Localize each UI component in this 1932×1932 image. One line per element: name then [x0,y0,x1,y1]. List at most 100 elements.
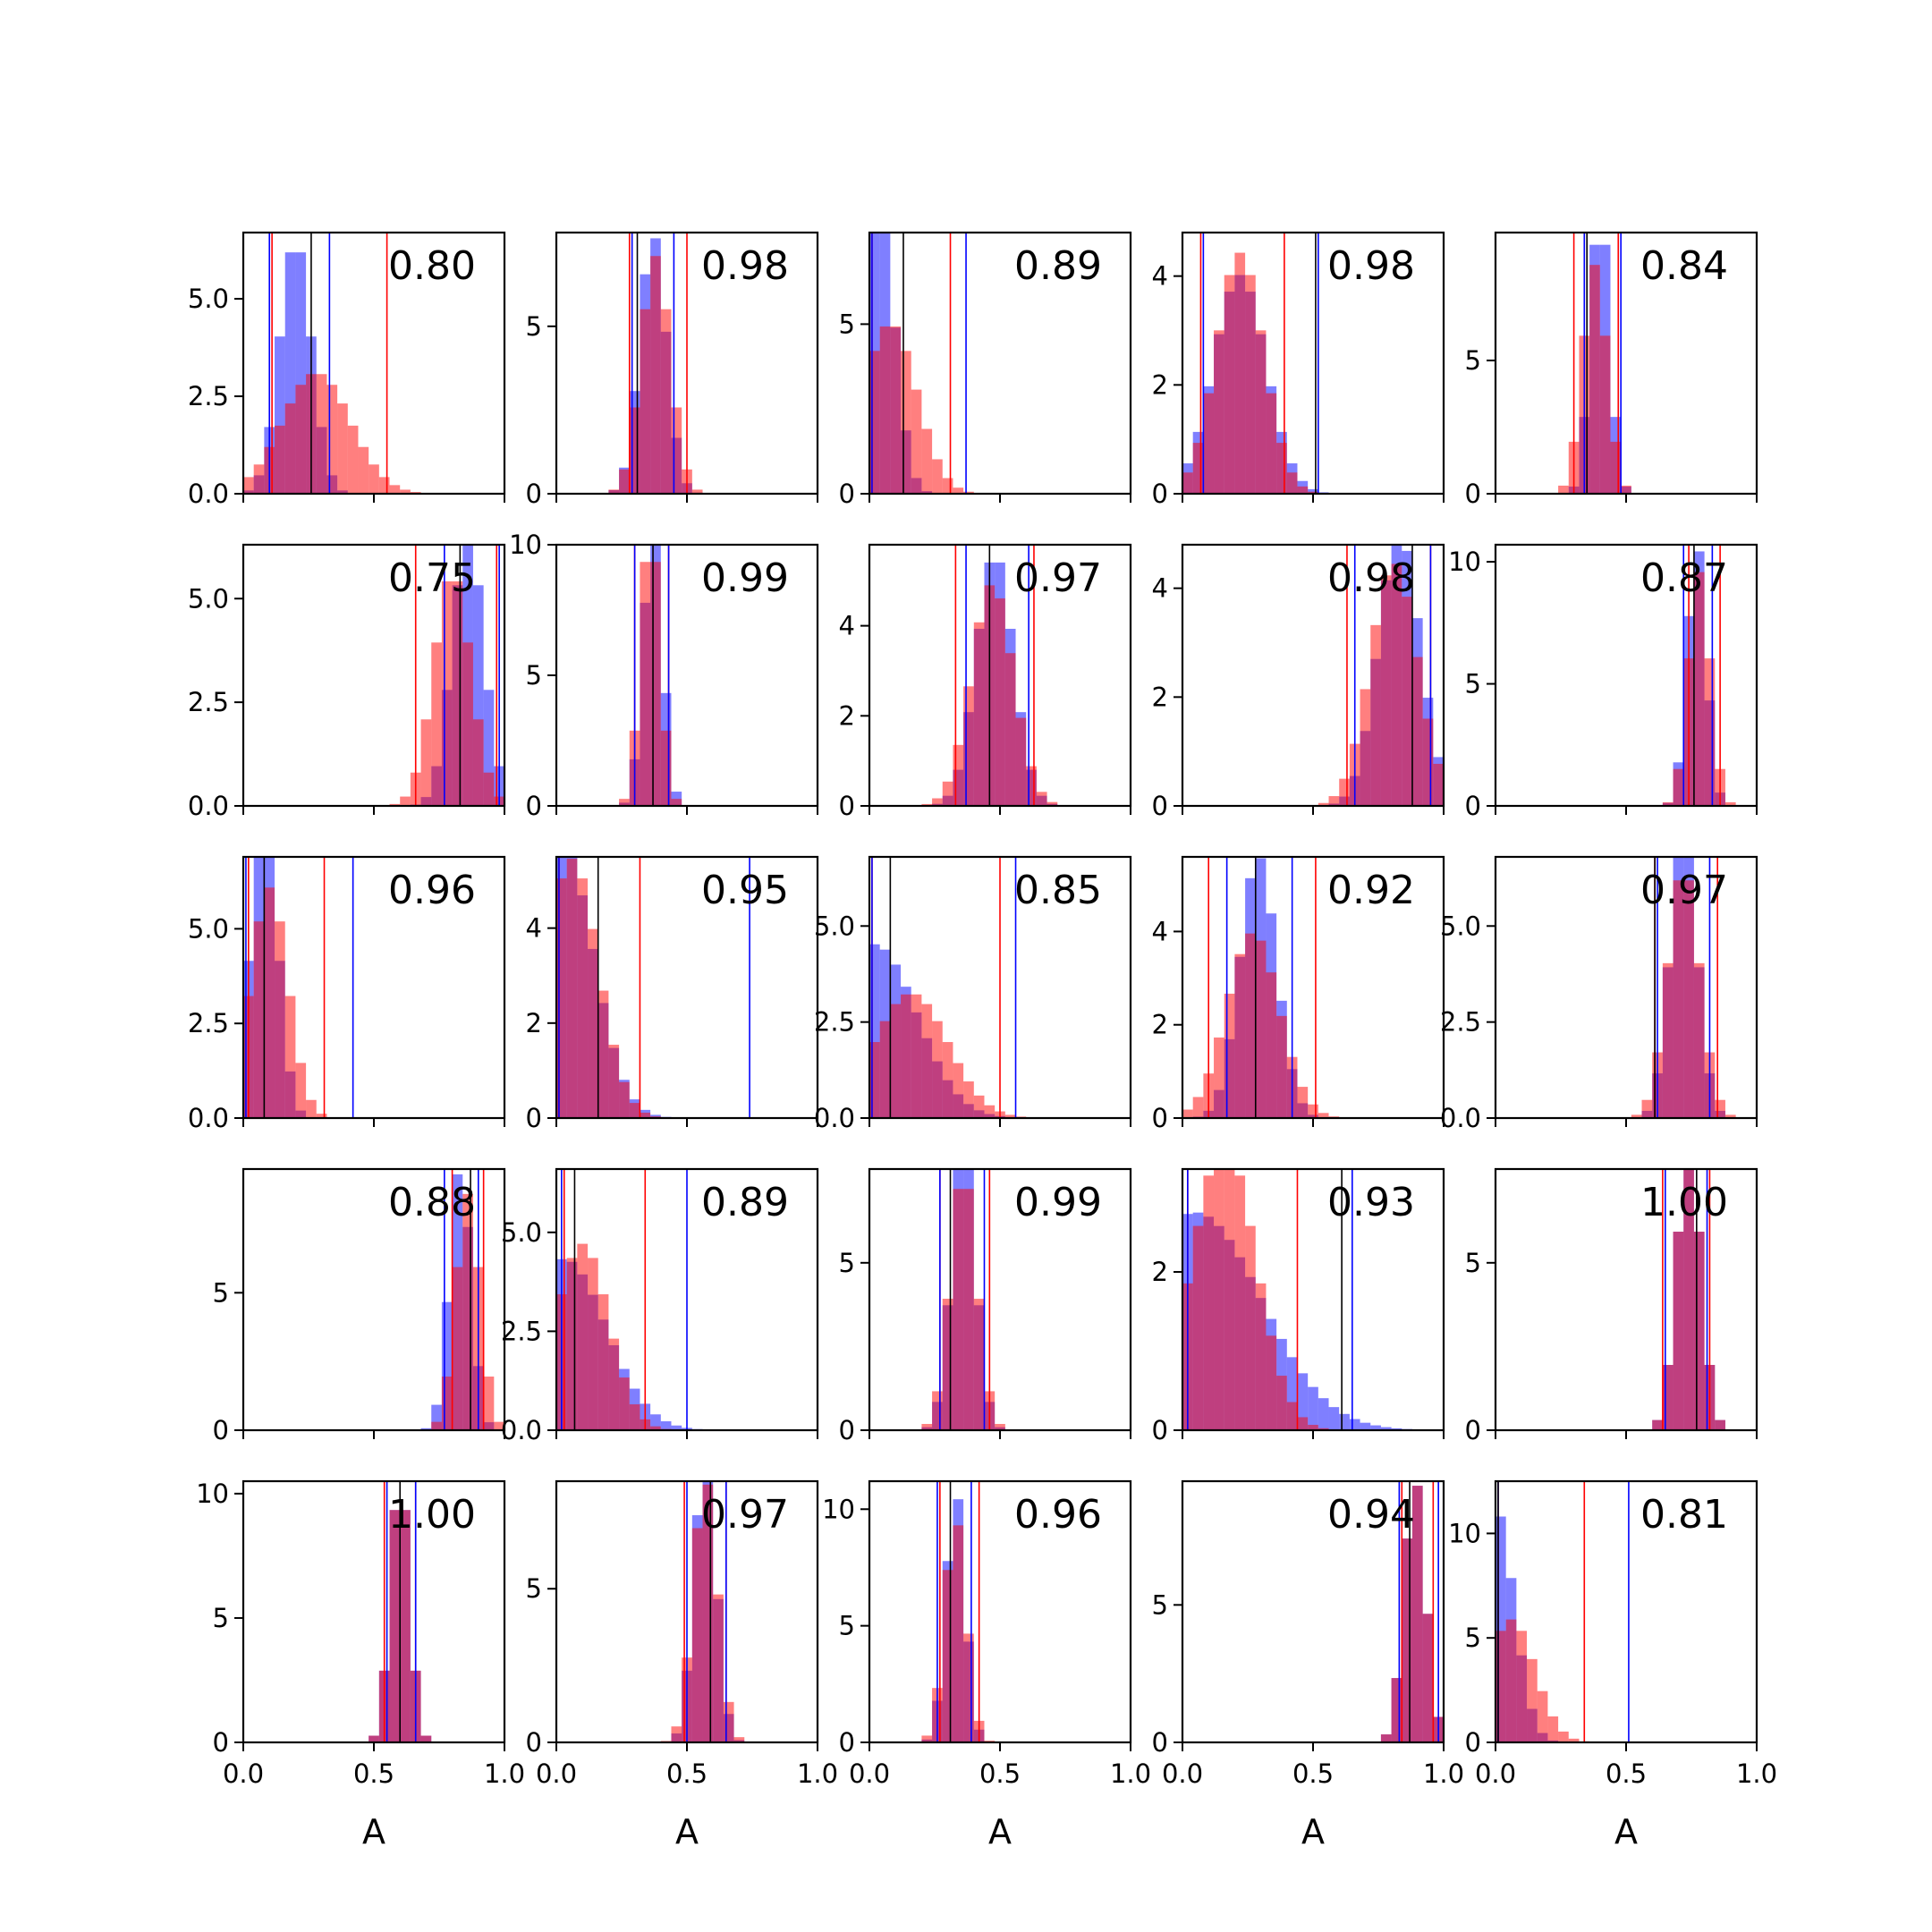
histogram-bar-red [995,598,1005,806]
y-tick-label: 2 [1152,682,1168,712]
y-tick-label: 4 [526,913,542,944]
histogram-bar-red [1192,1097,1204,1118]
histogram-bar-red [973,1299,985,1430]
histogram-bar-red [1318,1113,1329,1118]
histogram-bar-red [890,326,902,494]
histogram-bar-red [660,309,672,494]
histogram-bar-red [1673,1232,1684,1430]
histogram-bar-red [1297,1087,1309,1118]
panel-value-label: 0.85 [1014,868,1102,913]
histogram-bar-red [671,407,682,494]
histogram-bar-red [921,1423,933,1430]
histogram-bar-red [1203,393,1215,494]
histogram-bar-red [597,990,609,1118]
histogram-bar-blue [650,1414,661,1430]
histogram-bar-red [1276,1015,1287,1118]
y-tick-label: 0 [1465,1727,1481,1758]
histogram-bar-red [942,478,953,494]
histogram-bar-red [420,1735,432,1742]
histogram-bar-red [629,1103,640,1118]
histogram-bar-red [879,1021,891,1118]
histogram-bar-red [1214,330,1224,494]
histogram-bar-red [1673,768,1684,806]
histogram-bar-red [441,1377,453,1430]
histogram-bar-red [608,489,620,494]
y-tick-label: 2.5 [814,1007,855,1038]
histogram-bar-red [1547,1716,1559,1742]
histogram-bar-red [911,389,922,494]
y-tick-label: 0 [839,479,855,509]
histogram-bar-red [1402,597,1412,806]
histogram-bar-red [1380,575,1392,806]
histogram-bar-red [953,1525,964,1742]
y-tick-label: 4 [1152,916,1168,946]
x-tick-label: 1.0 [484,1758,525,1789]
y-tick-label: 0.0 [188,1103,229,1133]
histogram-bar-red [483,772,495,806]
histogram-bar-red [1527,1658,1538,1742]
histogram-bar-red [650,562,661,806]
x-tick-label: 1.0 [797,1758,838,1789]
histogram-bar-red [1673,880,1684,1118]
panel-value-label: 1.00 [388,1492,476,1538]
histogram-bar-red [264,887,275,1118]
histogram-bar-red [1245,275,1256,494]
histogram-bar-red [597,1294,609,1430]
histogram-bar-red [1266,393,1277,494]
histogram-bar-red [1715,1099,1725,1118]
panel-value-label: 0.98 [701,243,789,289]
histogram-bar-red [1589,265,1600,494]
histogram-bar-red [1276,443,1287,494]
histogram-bar-red [901,994,911,1118]
histogram-bar-red [316,1114,327,1118]
y-tick-label: 0 [1152,479,1168,509]
histogram-bar-red [984,1105,996,1118]
histogram-bar-red [420,719,432,806]
histogram-bar-red [1662,962,1674,1118]
histogram-bar-red [1568,1738,1580,1742]
y-tick-label: 5.0 [501,1217,542,1248]
histogram-bar-blue [483,690,495,806]
y-tick-label: 5.0 [1440,911,1481,941]
y-tick-label: 5 [213,1277,229,1308]
y-tick-label: 0 [839,1727,855,1758]
x-axis-label: A [1614,1812,1638,1852]
panel-value-label: 0.98 [1327,555,1415,601]
histogram-bar-red [1370,624,1381,806]
histogram-bar-red [1297,1417,1309,1430]
histogram-bar-red [1234,953,1246,1118]
histogram-bar-red [566,859,578,1118]
y-tick-label: 5.0 [188,284,229,314]
histogram-bar-red [1402,1538,1412,1742]
histogram-bar-red [921,1004,933,1118]
histogram-bar-red [723,1701,734,1742]
histogram-bar-red [1631,1114,1642,1118]
y-tick-label: 0 [839,1415,855,1445]
histogram-bar-red [1015,717,1027,806]
histogram-bar-red [1182,1109,1193,1118]
histogram-bar-red [369,1735,379,1742]
panel-value-label: 0.94 [1327,1492,1415,1538]
histogram-bar-red [691,1528,703,1742]
histogram-bar-red [1245,933,1256,1118]
panel-value-label: 0.99 [1014,1180,1102,1225]
histogram-bar-red [1516,1631,1528,1742]
histogram-bar-blue [1328,1407,1340,1430]
panel-value-label: 0.97 [701,1492,789,1538]
histogram-bar-red [1255,330,1267,494]
y-tick-label: 5 [213,1603,229,1633]
histogram-bar-red [650,256,661,494]
panel-value-label: 0.96 [1014,1492,1102,1538]
x-tick-label: 0.0 [1162,1758,1203,1789]
x-tick-label: 1.0 [1423,1758,1464,1789]
histogram-bar-red [253,921,265,1118]
y-tick-label: 5 [1465,1248,1481,1278]
histogram-bar-red [921,1735,933,1742]
histogram-bar-red [1234,1175,1246,1430]
histogram-bar-red [869,1042,880,1118]
histogram-bar-red [963,491,974,494]
histogram-bar-red [1505,1619,1517,1742]
histogram-bar-red [660,730,672,806]
histogram-bar-red [1203,1175,1215,1430]
